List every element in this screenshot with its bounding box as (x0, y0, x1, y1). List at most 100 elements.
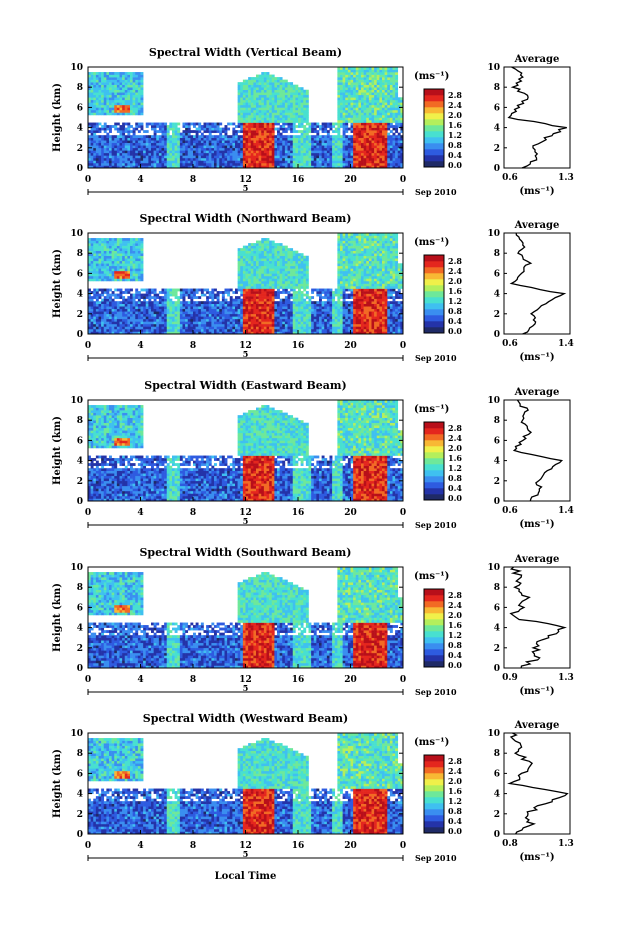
heatmap-cell (90, 135, 94, 138)
heatmap-cell (313, 145, 317, 149)
heatmap-cell (250, 84, 254, 88)
heatmap-cell (216, 137, 220, 141)
heatmap-cell (253, 112, 257, 116)
heatmap-cell (140, 273, 144, 277)
heatmap-cell (253, 150, 257, 154)
heatmap-cell (298, 102, 301, 106)
heatmap-cell (245, 255, 249, 259)
heatmap-cell (256, 92, 259, 96)
heatmap-cell (130, 109, 133, 113)
heatmap-cell (392, 147, 396, 151)
heatmap-cell (248, 298, 252, 302)
heatmap-cell (376, 165, 380, 169)
colorbar-frame (423, 88, 445, 168)
heatmap-cell (237, 137, 241, 141)
heatmap-cell (179, 157, 183, 161)
heatmap-cell (329, 135, 333, 138)
heatmap-cell (337, 102, 341, 106)
heatmap-cell (90, 155, 94, 159)
heatmap-cell (350, 130, 354, 133)
heatmap-cell (313, 147, 317, 151)
heatmap-cell (237, 283, 241, 287)
heatmap-cell (111, 238, 115, 241)
heatmap-cell (248, 288, 252, 292)
heatmap-cell (143, 137, 147, 141)
heatmap-cell (135, 248, 139, 251)
heatmap-cell (214, 303, 217, 307)
heatmap-cell (340, 89, 343, 93)
heatmap-cell (158, 328, 162, 332)
heatmap-cell (187, 288, 191, 292)
heatmap-cell (368, 165, 372, 169)
heatmap-cell (269, 147, 273, 151)
heatmap-cell (384, 114, 388, 118)
heatmap-cell (358, 130, 362, 133)
heatmap-cell (109, 162, 112, 166)
heatmap-cell (179, 165, 183, 169)
heatmap-cell (122, 275, 126, 279)
heatmap-cell (248, 321, 252, 325)
heatmap-cell (119, 323, 123, 327)
heatmap-cell (368, 132, 372, 136)
heatmap-cell (103, 250, 107, 254)
heatmap-cell (161, 331, 165, 335)
heatmap-cell (319, 165, 322, 169)
heatmap-cell (166, 326, 170, 330)
heatmap-cell (290, 125, 294, 128)
heatmap-cell (156, 296, 160, 299)
heatmap-cell (124, 303, 128, 307)
heatmap-cell (324, 165, 328, 169)
heatmap-cell (124, 160, 128, 164)
heatmap-cell (232, 316, 236, 320)
heatmap-cell (308, 147, 312, 151)
heatmap-cell (300, 137, 304, 141)
heatmap-cell (193, 135, 196, 138)
heatmap-cell (208, 321, 212, 325)
heatmap-cell (240, 286, 244, 289)
heatmap-cell (106, 275, 110, 279)
heatmap-cell (90, 87, 94, 91)
heatmap-cell (109, 260, 112, 264)
heatmap-cell (156, 321, 160, 325)
heatmap-cell (119, 155, 123, 159)
heatmap-cell (95, 127, 99, 131)
heatmap-cell (353, 135, 357, 138)
heatmap-cell (98, 99, 102, 103)
heatmap-cell (132, 109, 136, 113)
heatmap-cell (332, 137, 336, 141)
heatmap-cell (368, 69, 372, 73)
heatmap-cell (321, 155, 325, 159)
heatmap-cell (274, 135, 278, 138)
heatmap-cell (279, 82, 283, 85)
heatmap-cell (374, 160, 378, 164)
heatmap-cell (198, 316, 202, 320)
heatmap-cell (109, 157, 112, 161)
heatmap-cell (151, 323, 154, 327)
heatmap-cell (148, 147, 152, 151)
heatmap-cell (277, 82, 280, 85)
heatmap-cell (324, 152, 328, 156)
heatmap-cell (350, 89, 354, 93)
heatmap-cell (137, 291, 141, 294)
heatmap-cell (300, 109, 304, 113)
heatmap-cell (232, 331, 236, 335)
heatmap-cell (371, 165, 375, 169)
heatmap-cell (316, 150, 320, 154)
heatmap-cell (101, 301, 105, 304)
heatmap-cell (237, 298, 241, 302)
heatmap-cell (143, 316, 147, 320)
heatmap-cell (342, 132, 346, 136)
heatmap-cell (245, 263, 249, 267)
heatmap-cell (392, 127, 396, 131)
heatmap-cell (227, 122, 231, 126)
heatmap-cell (114, 109, 118, 113)
heatmap-cell (140, 243, 144, 246)
heatmap-cell (124, 72, 128, 75)
heatmap-cell (119, 306, 123, 310)
heatmap-cell (250, 94, 254, 98)
heatmap-cell (219, 130, 223, 133)
heatmap-cell (127, 303, 131, 307)
heatmap-cell (179, 303, 183, 307)
heatmap-cell (103, 263, 107, 267)
heatmap-cell (88, 311, 91, 315)
